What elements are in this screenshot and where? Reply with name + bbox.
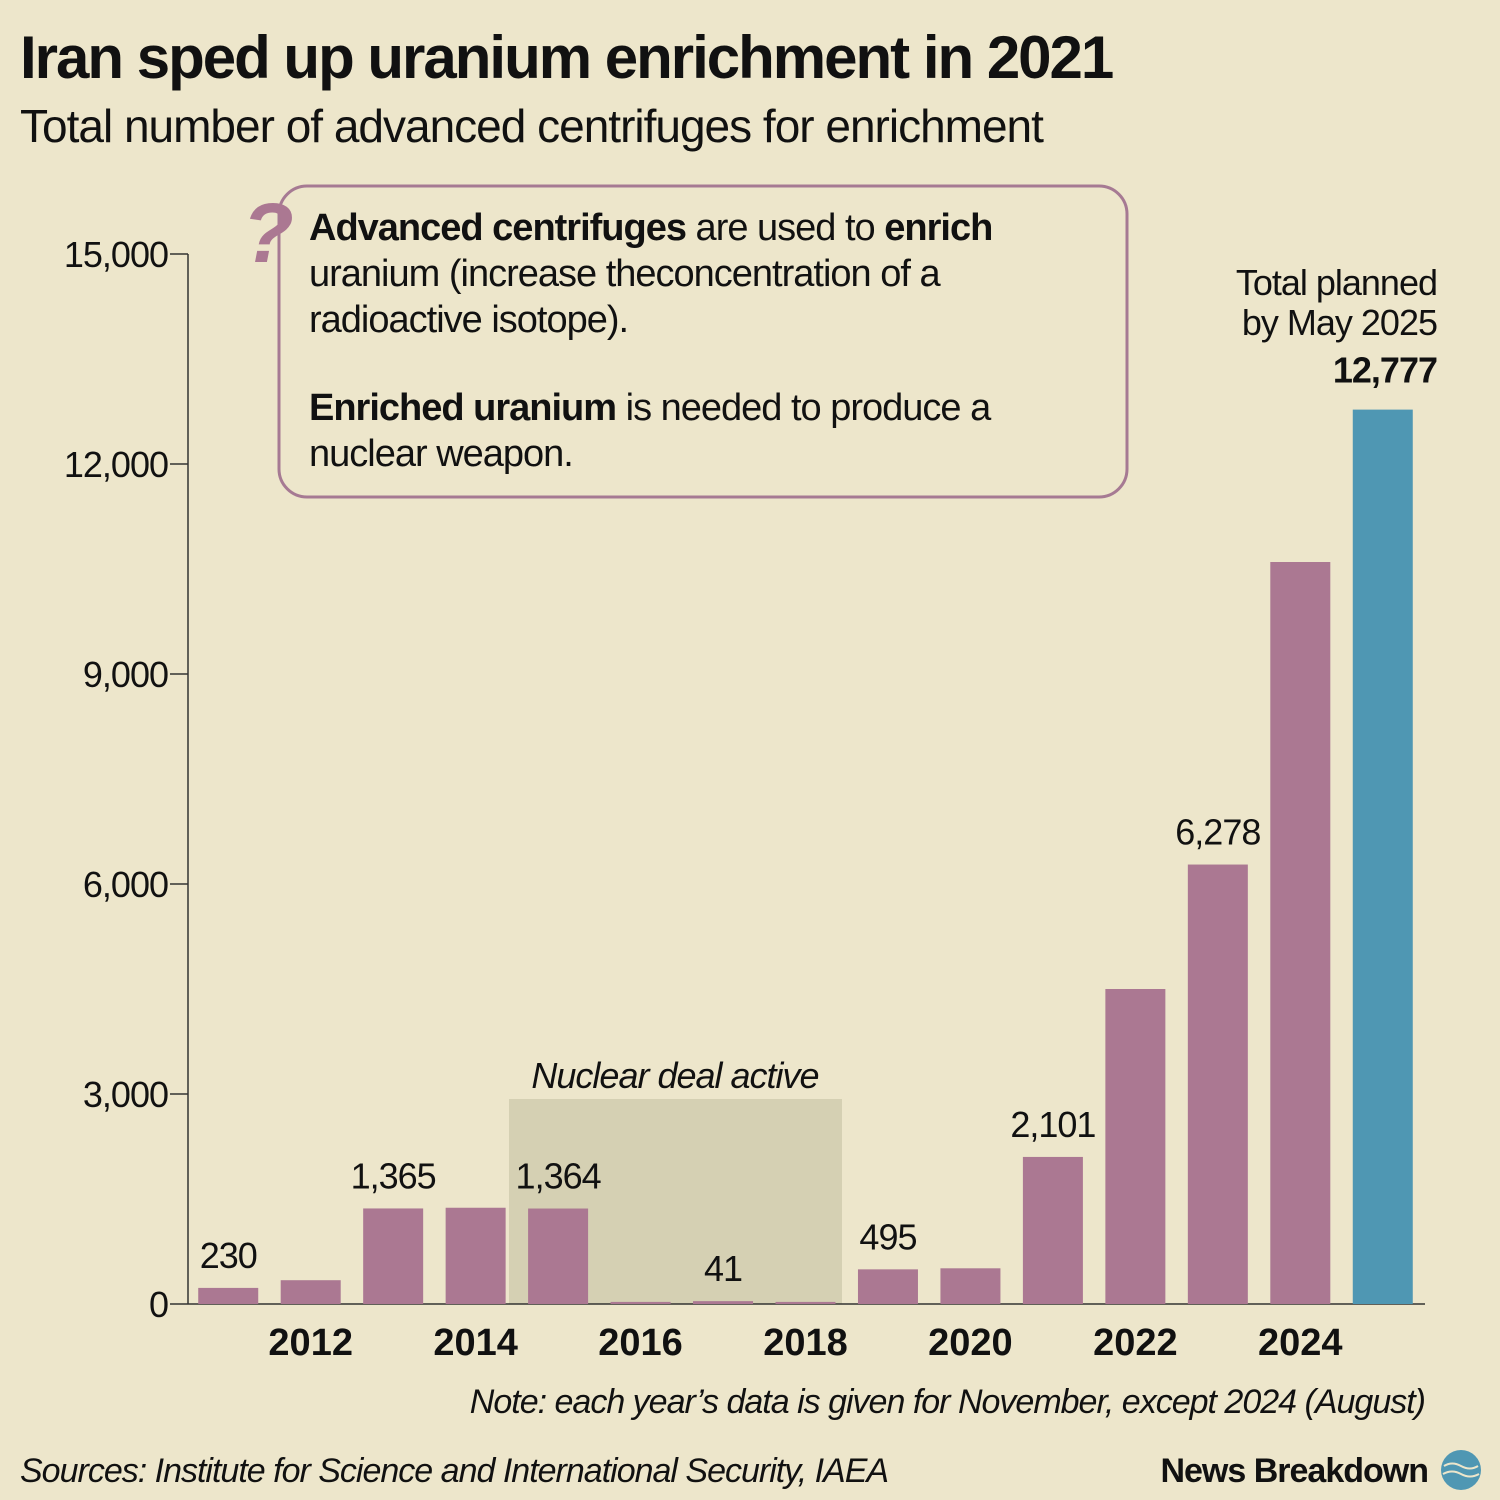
info-text-part: Advanced centrifuges	[309, 207, 687, 249]
x-tick-label: 2022	[1093, 1322, 1178, 1364]
x-tick-label: 2012	[268, 1322, 353, 1364]
brand-logo-waves	[1442, 1462, 1480, 1478]
question-icon: ?	[242, 186, 293, 280]
value-label: 1,364	[516, 1156, 601, 1197]
bar	[528, 1208, 589, 1304]
value-label: 1,365	[351, 1155, 436, 1196]
info-text-part: uranium (increase theconcentration of a …	[309, 207, 1002, 341]
bar	[280, 1280, 341, 1304]
info-text: Advanced centrifuges are used to enrich …	[309, 205, 1109, 519]
note: Note: each year’s data is given for Nove…	[470, 1383, 1425, 1421]
x-tick-label: 2014	[433, 1322, 518, 1364]
bar	[363, 1208, 424, 1304]
y-tick-label: 12,000	[64, 444, 168, 485]
x-tick-label: 2016	[598, 1322, 683, 1364]
chart-title: Iran sped up uranium enrichment in 2021	[20, 24, 1113, 91]
brand-logo	[1441, 1450, 1481, 1490]
bar	[1352, 409, 1413, 1304]
bar	[1105, 989, 1166, 1304]
info-text-part: is needed to produce a nuclear weapon.	[309, 387, 1000, 475]
brand: News Breakdown	[1160, 1452, 1428, 1490]
bar	[1022, 1156, 1083, 1304]
deal-label: Nuclear deal active	[531, 1055, 818, 1096]
x-tick-label: 2024	[1258, 1322, 1343, 1364]
bar	[857, 1269, 918, 1304]
info-paragraph: Advanced centrifuges are used to enrich …	[309, 205, 1109, 343]
planned-label: by May 2025	[1242, 302, 1437, 343]
value-label: 495	[859, 1216, 916, 1257]
value-label: 2,101	[1010, 1104, 1095, 1145]
info-text-part: are used to	[686, 207, 885, 249]
bar	[610, 1301, 671, 1304]
bar	[1270, 562, 1331, 1304]
info-text-part: Enriched uranium	[309, 387, 617, 429]
y-tick-label: 9,000	[83, 654, 168, 695]
y-tick-label: 6,000	[83, 864, 168, 905]
value-label: 41	[704, 1248, 742, 1289]
bar	[775, 1301, 836, 1304]
y-tick-label: 15,000	[64, 234, 168, 275]
source: Sources: Institute for Science and Inter…	[20, 1452, 888, 1490]
bar	[1187, 864, 1248, 1304]
info-box	[277, 184, 1129, 499]
x-tick-label: 2020	[928, 1322, 1013, 1364]
bar	[198, 1287, 259, 1304]
info-text-part: enrich	[884, 207, 993, 249]
planned-label: Total planned	[1236, 262, 1437, 303]
x-tick-label: 2018	[763, 1322, 848, 1364]
info-paragraph: Enriched uranium is needed to produce a …	[309, 385, 1109, 477]
value-label: 6,278	[1175, 812, 1260, 853]
bar	[693, 1301, 754, 1304]
value-label: 230	[200, 1235, 257, 1276]
bar	[940, 1268, 1001, 1304]
y-tick-label: 3,000	[83, 1074, 168, 1115]
y-tick-label: 0	[149, 1284, 168, 1325]
bar	[445, 1207, 506, 1304]
value-label: 12,777	[1333, 350, 1437, 391]
chart-subtitle: Total number of advanced centrifuges for…	[20, 100, 1044, 152]
